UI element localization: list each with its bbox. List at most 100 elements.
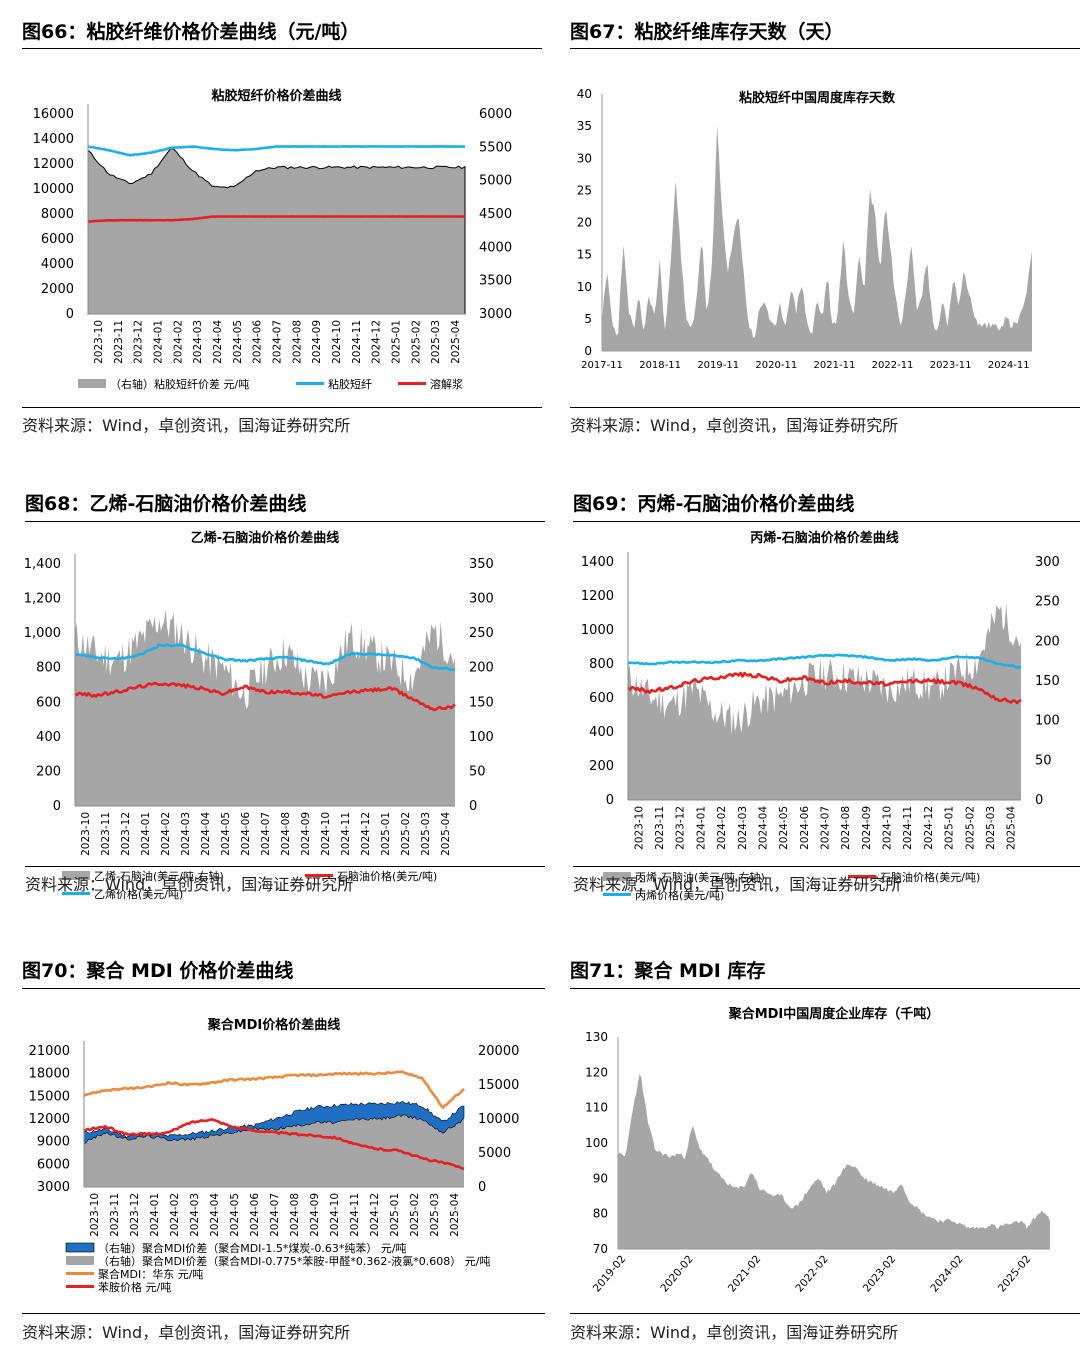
x-tick-label: 2024-02 (716, 806, 728, 850)
x-tick-label: 2024-11 (988, 360, 1030, 371)
x-tick-label: 2025-04 (440, 812, 452, 856)
legend-label: （右轴）聚合MDI价差（聚合MDI-1.5*煤炭-0.63*纯苯） 元/吨 (98, 1241, 407, 1255)
y2-tick-label: 200 (469, 661, 494, 676)
legend-label: 苯胺价格 元/吨 (98, 1280, 171, 1294)
x-tick-label: 2024-04 (212, 320, 224, 364)
x-tick-label: 2024-11 (351, 320, 363, 364)
figure-title: 图67：粘胶纤维库存天数（天） (570, 21, 844, 43)
series-line-2 (83, 1070, 465, 1109)
series-area-0 (628, 603, 1021, 800)
y2-tick-label: 20000 (478, 1044, 519, 1059)
series-area-0 (618, 1074, 1050, 1249)
x-tick-label: 2024-06 (799, 806, 811, 850)
y2-tick-label: 150 (1035, 674, 1060, 689)
source-rule (22, 407, 542, 408)
y2-tick-label: 200 (1035, 634, 1060, 649)
y-tick-label: 1200 (581, 589, 614, 604)
x-tick-label: 2024-10 (320, 812, 332, 856)
source-note: 资料来源：Wind，卓创资讯，国海证券研究所 (22, 416, 351, 435)
legend-label: 石脑油价格(美元/吨) (337, 869, 437, 883)
legend-label: 聚合MDI：华东 元/吨 (98, 1267, 203, 1281)
x-tick-label: 2021-11 (814, 360, 856, 371)
series-line-2 (627, 653, 1022, 669)
x-tick-label: 2024-10 (329, 1193, 341, 1237)
y-tick-label: 70 (593, 1242, 608, 1256)
title-rule (570, 48, 1080, 49)
x-tick-label: 2024-03 (189, 1193, 201, 1237)
legend-label: 丙烯-石脑油(美元/吨,右轴) (635, 870, 765, 884)
x-tick-label: 2020-02 (658, 1253, 695, 1294)
y2-tick-label: 50 (1035, 753, 1052, 768)
y2-tick-label: 150 (469, 695, 494, 710)
legend-label: 粘胶短纤 (328, 377, 372, 391)
x-tick-label: 2024-07 (820, 806, 832, 850)
y-tick-label: 200 (36, 764, 61, 779)
figure-title: 图70：聚合 MDI 价格价差曲线 (22, 960, 294, 982)
x-tick-label: 2025-02 (996, 1253, 1033, 1294)
y2-tick-label: 5000 (479, 174, 512, 189)
y2-tick-label: 0 (469, 799, 477, 814)
y2-tick-label: 100 (469, 730, 494, 745)
y2-tick-label: 6000 (479, 107, 512, 122)
legend-label: 乙烯-石脑油(美元/吨,右轴) (94, 869, 224, 883)
legend-swatch (62, 871, 90, 880)
y2-tick-label: 50 (469, 764, 486, 779)
title-rule (25, 521, 545, 522)
x-tick-label: 2024-09 (300, 812, 312, 856)
y2-tick-label: 10000 (478, 1112, 519, 1127)
y-tick-label: 0 (606, 793, 614, 808)
y-tick-label: 5 (584, 312, 592, 326)
y-tick-label: 21000 (29, 1044, 70, 1059)
chart-title: 粘胶短纤中国周度库存天数 (738, 90, 896, 106)
x-tick-label: 2025-03 (985, 806, 997, 850)
legend-swatch (603, 872, 631, 881)
y2-tick-label: 3500 (479, 274, 512, 289)
legend-label: （右轴）粘胶短纤价差 元/吨 (110, 377, 249, 391)
x-tick-label: 2023-10 (93, 320, 105, 364)
x-tick-label: 2024-04 (200, 812, 212, 856)
x-tick-label: 2024-02 (928, 1253, 965, 1294)
y-tick-label: 1,400 (24, 557, 61, 572)
x-tick-label: 2024-12 (923, 806, 935, 850)
series-area-1 (84, 1114, 464, 1187)
x-tick-label: 2024-06 (252, 320, 264, 364)
y-tick-label: 20 (577, 216, 592, 230)
x-tick-label: 2023-12 (129, 1193, 141, 1237)
chart-svg-fig69: 丙烯-石脑油价格价差曲线1400120010008006004002000300… (581, 530, 1060, 902)
y-tick-label: 15 (577, 248, 592, 262)
x-tick-label: 2024-01 (695, 806, 707, 850)
x-tick-label: 2023-11 (109, 1193, 121, 1237)
x-tick-label: 2025-03 (430, 320, 442, 364)
y-tick-label: 16000 (33, 107, 74, 122)
y2-tick-label: 0 (1035, 793, 1043, 808)
x-tick-label: 2024-09 (311, 320, 323, 364)
series-line-2 (87, 215, 465, 223)
y-tick-label: 18000 (29, 1067, 70, 1082)
x-tick-label: 2019-11 (697, 360, 739, 371)
x-tick-label: 2024-05 (229, 1193, 241, 1237)
x-tick-label: 2024-02 (169, 1193, 181, 1237)
series-line-1 (87, 145, 466, 157)
x-tick-label: 2025-01 (944, 806, 956, 850)
x-tick-label: 2025-03 (429, 1193, 441, 1237)
x-tick-label: 2024-10 (882, 806, 894, 850)
y-tick-label: 120 (585, 1065, 608, 1079)
x-tick-label: 2024-01 (149, 1193, 161, 1237)
y-tick-label: 0 (53, 799, 61, 814)
title-rule (22, 988, 545, 989)
legend-label: 乙烯价格(美元/吨) (94, 887, 183, 901)
x-tick-label: 2024-07 (272, 320, 284, 364)
x-tick-label: 2024-08 (291, 320, 303, 364)
x-tick-label: 2025-01 (391, 320, 403, 364)
y-tick-label: 130 (585, 1030, 608, 1044)
y-tick-label: 400 (589, 725, 614, 740)
legend-label: （右轴）聚合MDI价差（聚合MDI-0.775*苯胺-甲醛*0.362-液氯*0… (98, 1254, 491, 1268)
legend-swatch (66, 1256, 94, 1265)
source-rule (570, 407, 1080, 408)
y-tick-label: 10000 (33, 182, 74, 197)
chart-title: 聚合MDI中国周度企业库存（千吨） (728, 1006, 940, 1022)
x-tick-label: 2023-10 (633, 806, 645, 850)
x-tick-label: 2024-02 (160, 812, 172, 856)
x-tick-label: 2024-12 (360, 812, 372, 856)
y-tick-label: 10 (577, 280, 592, 294)
